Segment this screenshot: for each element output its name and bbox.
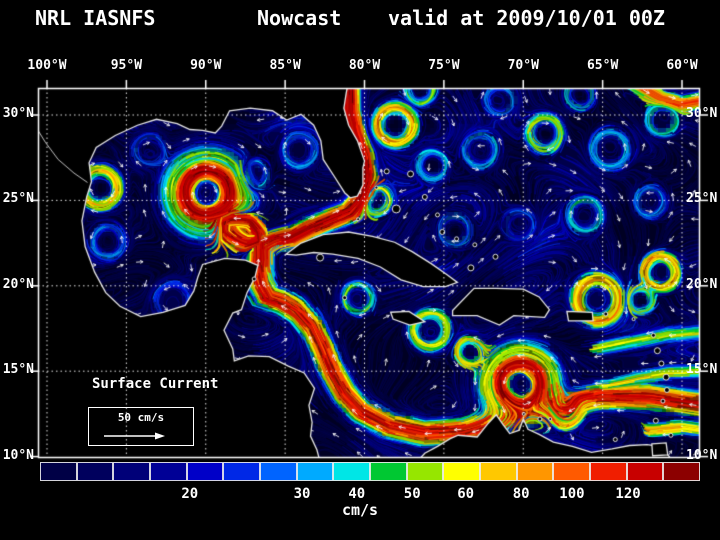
lat-tick-label-right: 15°N — [686, 362, 718, 378]
lat-tick-label-right: 30°N — [686, 106, 718, 121]
colorbar-cell — [260, 462, 297, 481]
colorbar-tick-label: 80 — [512, 486, 530, 502]
lon-tick-label: 65°W — [586, 58, 619, 73]
lat-tick-label-left: 25°N — [2, 191, 34, 207]
colorbar-cell — [626, 462, 664, 481]
lat-tick-label-left: 20°N — [2, 276, 34, 292]
lon-tick-label: 70°W — [507, 58, 539, 73]
lon-tick-label: 100°W — [27, 58, 67, 73]
lon-tick-label: 75°W — [428, 58, 460, 73]
lon-tick-label: 80°W — [348, 58, 381, 73]
colorbar-cell — [553, 462, 591, 481]
colorbar-cell — [333, 462, 371, 481]
colorbar-cell — [150, 462, 187, 481]
colorbar-cell — [406, 462, 444, 481]
lon-tick-label: 85°W — [269, 58, 301, 73]
surface-current-label: Surface Current — [92, 376, 219, 392]
colorbar-tick-label: 100 — [559, 486, 585, 502]
lat-tick-label-right: 10°N — [686, 447, 718, 463]
colorbar-tick-label: 30 — [293, 486, 311, 502]
colorbar — [40, 462, 701, 481]
colorbar-cell — [76, 462, 114, 481]
colorbar-cell — [443, 462, 481, 481]
colorbar-cell — [590, 462, 627, 481]
scale-value-label: 50 cm/s — [117, 411, 165, 424]
colorbar-cell — [223, 462, 261, 481]
lat-tick-label-right: 20°N — [686, 276, 718, 292]
title-valid: valid at 2009/10/01 00Z — [388, 6, 665, 30]
lat-tick-label-right: 25°N — [686, 191, 718, 207]
lat-tick-label-left: 30°N — [2, 106, 34, 121]
title-model: NRL IASNFS — [35, 6, 156, 30]
lat-tick-label-left: 10°N — [2, 447, 34, 463]
colorbar-tick-label: 120 — [615, 486, 641, 502]
colorbar-cell — [186, 462, 224, 481]
colorbar-cell — [516, 462, 554, 481]
colorbar-cell — [40, 462, 77, 481]
colorbar-tick-label: 40 — [348, 486, 366, 502]
current-scale-box: 50 cm/s — [88, 407, 194, 446]
colorbar-cell — [113, 462, 151, 481]
colorbar-tick-label: 60 — [457, 486, 475, 502]
colorbar-tick-label: 20 — [181, 486, 199, 502]
colorbar-tick-label: 50 — [403, 486, 421, 502]
scale-arrow-icon — [104, 432, 165, 440]
lon-tick-label: 60°W — [666, 58, 698, 73]
colorbar-cell — [480, 462, 517, 481]
lon-tick-label: 95°W — [110, 58, 143, 73]
colorbar-cell — [663, 462, 701, 481]
colorbar-units: cm/s — [341, 501, 379, 519]
title-product: Nowcast — [257, 6, 342, 30]
lon-tick-label: 90°W — [190, 58, 222, 73]
lat-tick-label-left: 15°N — [2, 362, 34, 378]
colorbar-cell — [296, 462, 334, 481]
colorbar-cell — [370, 462, 407, 481]
